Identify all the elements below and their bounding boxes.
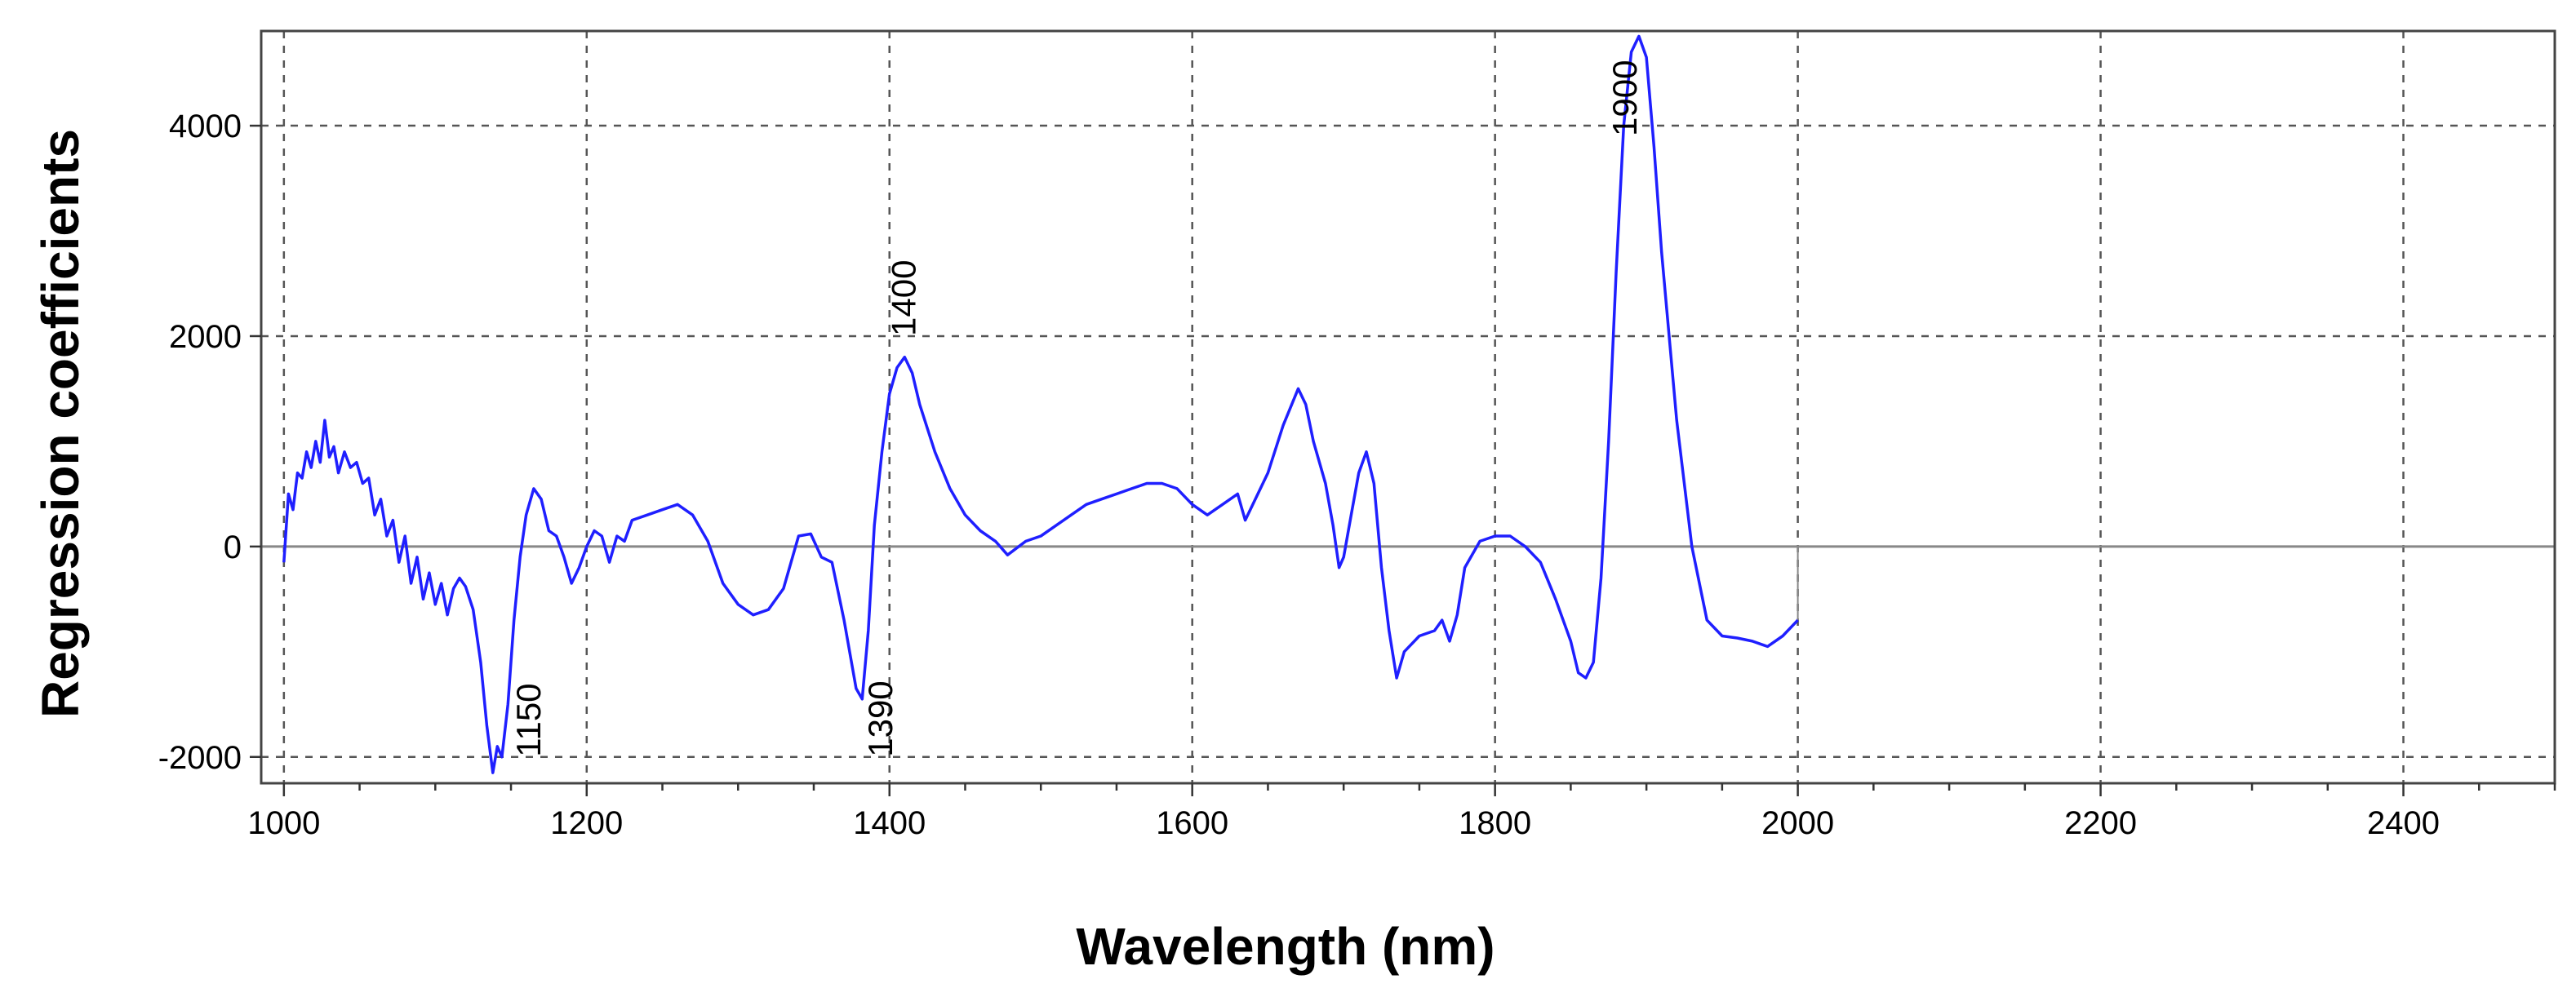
y-tick-label-4000: 4000 <box>169 109 242 144</box>
x-tick-label-1800: 1800 <box>1459 805 1531 841</box>
x-tick-label-1600: 1600 <box>1156 805 1228 841</box>
y-tick-label-2000: 2000 <box>169 319 242 355</box>
x-tick-label-2200: 2200 <box>2064 805 2137 841</box>
y-axis-title: Regression coefficients <box>31 129 90 718</box>
wavelength-annotations: 1150 1390 1400 1900 <box>509 60 1644 757</box>
x-axis-title: Wavelength (nm) <box>1076 917 1495 976</box>
x-tick-label-1400: 1400 <box>853 805 926 841</box>
y-tick-labels: -2000 0 2000 4000 <box>158 109 242 776</box>
plot-frame <box>260 29 2556 785</box>
annotation-1150: 1150 <box>509 683 548 756</box>
x-tick-label-2400: 2400 <box>2367 805 2440 841</box>
tick-marks <box>250 124 2556 796</box>
x-tick-label-1000: 1000 <box>247 805 320 841</box>
grid-lines <box>261 31 2555 783</box>
x-tick-label-1200: 1200 <box>550 805 623 841</box>
annotation-1400: 1400 <box>885 260 923 336</box>
x-tick-label-2000: 2000 <box>1761 805 1834 841</box>
annotation-1900: 1900 <box>1606 60 1644 136</box>
y-tick-label-0: 0 <box>224 530 242 565</box>
y-tick-label--2000: -2000 <box>158 740 242 776</box>
series-line-regression-coefficients <box>282 34 1799 774</box>
x-tick-labels: 1000 1200 1400 1600 1800 2000 2200 2400 <box>247 805 2440 841</box>
annotation-1390: 1390 <box>861 680 899 756</box>
